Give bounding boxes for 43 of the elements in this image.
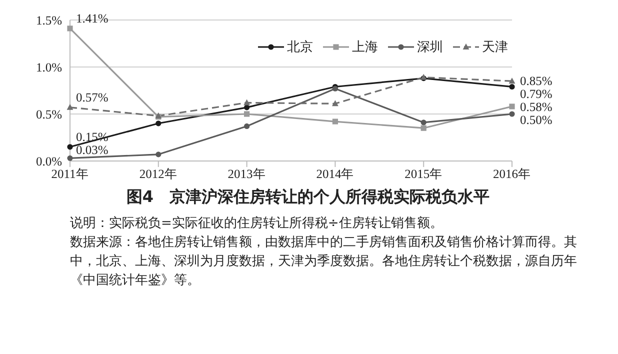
data-label: 0.58% [520,100,552,114]
point [509,84,515,90]
point [420,125,426,131]
point [244,123,250,130]
y-tick-label: 0.5% [36,107,62,122]
point [509,104,515,110]
x-tick-label: 2012年 [139,166,178,181]
text: 说明：实际税负=实际征收的住房转让所得税÷住房转让销售额。 [70,215,444,233]
legend-label: 深圳 [417,39,443,56]
point [509,111,515,117]
point [67,155,73,161]
y-tick-label: 1.0% [36,60,62,74]
data-label: 0.15% [76,130,108,144]
legend-label: 上海 [352,39,378,56]
x-tick-label: 2014年 [316,166,354,181]
legend-label: 北京 [287,39,313,56]
data-label: 0.85% [520,74,552,88]
point [244,104,250,110]
point [244,111,250,117]
data-label: 0.79% [520,87,552,102]
point [420,120,426,126]
x-tick-label: 2013年 [228,166,266,181]
data-label: 0.03% [76,142,108,157]
point [66,104,74,110]
source-note: 数据来源：各地住房转让销售额，由数据库中的二手房销售面积及销售价格计算而得。其中，北京、上海、深圳为月度数据，天津为季度数据。各地住房转让个税数据，源自历年《中国统计年鉴》等。 [70,234,578,290]
data-label: 1.41% [76,11,108,26]
text: 图4 京津沪深住房转让的个人所得税实际税负水平 [125,187,491,208]
data-label: 0.57% [76,90,108,104]
point [244,99,250,106]
data-label: 0.50% [520,113,552,128]
y-tick-label: 0.0% [36,154,62,168]
x-tick-label: 2011年 [51,166,89,181]
point [156,120,162,126]
point [332,118,338,124]
y-tick-label: 1.5% [36,13,62,28]
point [67,26,73,32]
point [67,144,73,150]
x-tick-label: 2016年 [493,166,531,181]
point [508,78,516,84]
x-tick-label: 2015年 [404,166,443,181]
point [156,152,162,158]
point [332,100,338,106]
legend-label: 天津 [482,39,508,56]
